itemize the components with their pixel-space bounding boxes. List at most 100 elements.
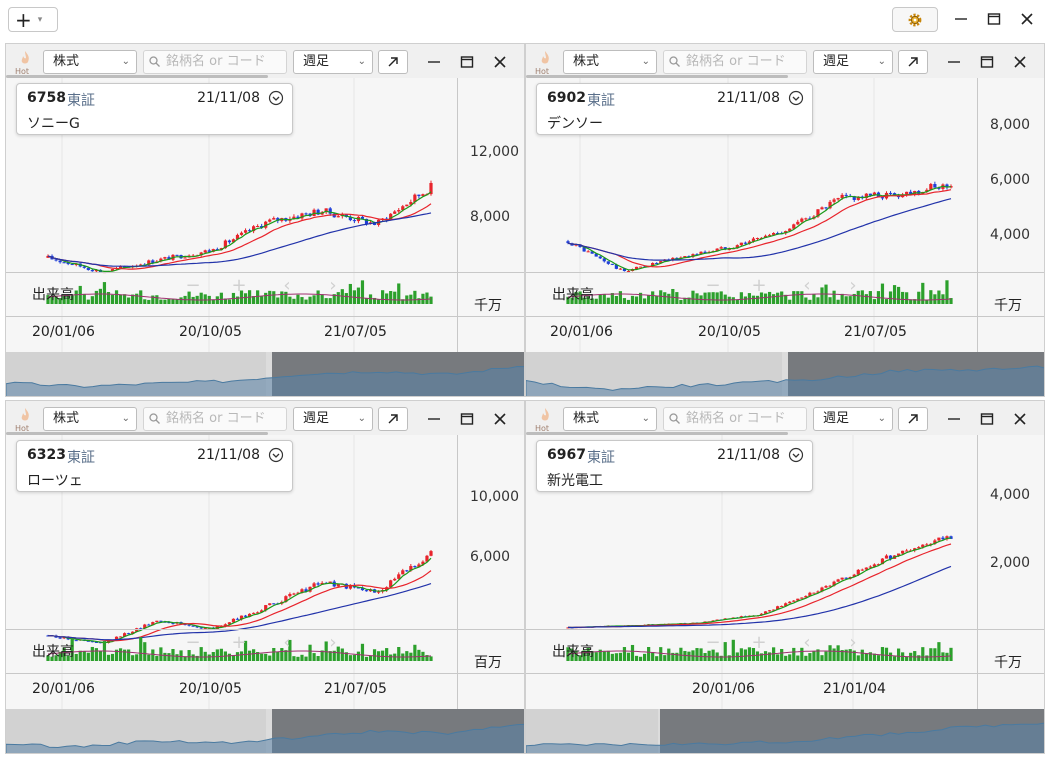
chevron-down-circle-icon[interactable] (788, 90, 804, 106)
candle-body (751, 238, 756, 242)
panel-maximize-button[interactable] (977, 52, 997, 72)
zoom-in-button[interactable]: + (751, 275, 767, 296)
panel-close-button[interactable] (490, 409, 510, 429)
search-input[interactable]: 銘柄名 or コード (143, 50, 287, 74)
search-icon (149, 56, 160, 67)
search-input[interactable]: 銘柄名 or コード (663, 50, 807, 74)
volume-bar (638, 292, 643, 304)
volume-bar (356, 651, 361, 661)
market-select-value: 株式 (573, 411, 600, 426)
close-icon (1014, 56, 1026, 68)
popout-button[interactable] (378, 407, 408, 431)
period-select[interactable]: 週足 ⌄ (293, 50, 373, 74)
panel-close-button[interactable] (1010, 52, 1030, 72)
panel-minimize-button[interactable] (424, 52, 444, 72)
stock-info-box[interactable]: 6758 東証 21/11/08 ソニーG (16, 83, 293, 135)
zoom-out-button[interactable]: − (705, 632, 721, 653)
hot-badge[interactable]: Hot (534, 406, 556, 433)
stock-info-box[interactable]: 6902 東証 21/11/08 デンソー (536, 83, 813, 135)
zoom-in-button[interactable]: + (231, 632, 247, 653)
chevron-down-icon: ⌄ (641, 413, 650, 424)
volume-bar (215, 296, 219, 304)
panel-maximize-button[interactable] (457, 52, 477, 72)
zoom-out-button[interactable]: − (185, 275, 201, 296)
panel-maximize-button[interactable] (977, 409, 997, 429)
scroll-left-button[interactable]: ‹ (803, 632, 811, 653)
volume-bar (792, 291, 796, 304)
popout-button[interactable] (378, 50, 408, 74)
candle-body (888, 192, 893, 194)
volume-bar (767, 291, 772, 304)
zoom-in-button[interactable]: + (231, 275, 247, 296)
candle-body (183, 624, 187, 626)
volume-bar (780, 648, 784, 661)
range-overview[interactable] (526, 352, 1044, 396)
panel-minimize-button[interactable] (944, 409, 964, 429)
chevron-down-circle-icon[interactable] (788, 447, 804, 463)
scroll-right-button[interactable]: › (849, 275, 857, 296)
candle-body (800, 597, 804, 599)
range-overview[interactable] (6, 709, 524, 753)
stock-info-box[interactable]: 6323 東証 21/11/08 ローツェ (16, 440, 293, 492)
chevron-down-circle-icon[interactable] (268, 447, 284, 463)
stock-info-box[interactable]: 6967 東証 21/11/08 新光電工 (536, 440, 813, 492)
scroll-right-button[interactable]: › (849, 632, 857, 653)
scroll-left-button[interactable]: ‹ (283, 632, 291, 653)
volume-bar (824, 651, 828, 661)
chevron-down-circle-icon[interactable] (268, 90, 284, 106)
volume-bar (66, 294, 70, 304)
zoom-out-button[interactable]: − (185, 632, 201, 653)
period-select[interactable]: 週足 ⌄ (813, 407, 893, 431)
date-separator (526, 673, 1044, 674)
volume-bar (860, 290, 864, 304)
volume-bar (417, 649, 421, 661)
range-overview[interactable] (6, 352, 524, 396)
toolbar-scrollbar[interactable] (6, 75, 268, 78)
volume-separator (6, 629, 524, 630)
scroll-right-button[interactable]: › (329, 275, 337, 296)
volume-bar (659, 647, 663, 661)
maximize-button[interactable] (983, 8, 1005, 30)
close-button[interactable] (1016, 8, 1038, 30)
volume-bar (397, 647, 401, 661)
panel-close-button[interactable] (1010, 409, 1030, 429)
scroll-right-button[interactable]: › (329, 632, 337, 653)
toolbar-scrollbar[interactable] (6, 432, 268, 435)
volume-bar (772, 294, 776, 304)
panel-minimize-button[interactable] (944, 52, 964, 72)
popout-button[interactable] (898, 50, 928, 74)
hot-badge[interactable]: Hot (14, 406, 36, 433)
volume-bar (272, 291, 276, 304)
popout-button[interactable] (898, 407, 928, 431)
scroll-left-button[interactable]: ‹ (283, 275, 291, 296)
period-select[interactable]: 週足 ⌄ (293, 407, 373, 431)
zoom-in-button[interactable]: + (751, 632, 767, 653)
settings-button[interactable] (892, 7, 938, 32)
market-select[interactable]: 株式 ⌄ (563, 50, 657, 74)
volume-bar (808, 653, 812, 661)
search-input[interactable]: 銘柄名 or コード (143, 407, 287, 431)
add-panel-button[interactable]: + ▾ (8, 7, 58, 32)
volume-bar (296, 656, 300, 661)
hot-badge[interactable]: Hot (534, 49, 556, 76)
scroll-left-button[interactable]: ‹ (803, 275, 811, 296)
x-tick-label: 20/01/06 (550, 324, 613, 340)
panel-maximize-button[interactable] (457, 409, 477, 429)
minimize-button[interactable] (950, 8, 972, 30)
hot-badge[interactable]: Hot (14, 49, 36, 76)
volume-bar (594, 652, 598, 661)
toolbar-scrollbar[interactable] (526, 432, 788, 435)
market-select[interactable]: 株式 ⌄ (43, 50, 137, 74)
candle-body (828, 201, 832, 209)
search-input[interactable]: 銘柄名 or コード (663, 407, 807, 431)
market-select[interactable]: 株式 ⌄ (43, 407, 137, 431)
panel-close-button[interactable] (490, 52, 510, 72)
panel-minimize-button[interactable] (424, 409, 444, 429)
market-select[interactable]: 株式 ⌄ (563, 407, 657, 431)
candle-body (393, 578, 397, 581)
range-overview[interactable] (526, 709, 1044, 753)
toolbar-scrollbar[interactable] (526, 75, 788, 78)
zoom-out-button[interactable]: − (705, 275, 721, 296)
period-select[interactable]: 週足 ⌄ (813, 50, 893, 74)
candle-body (695, 254, 699, 256)
